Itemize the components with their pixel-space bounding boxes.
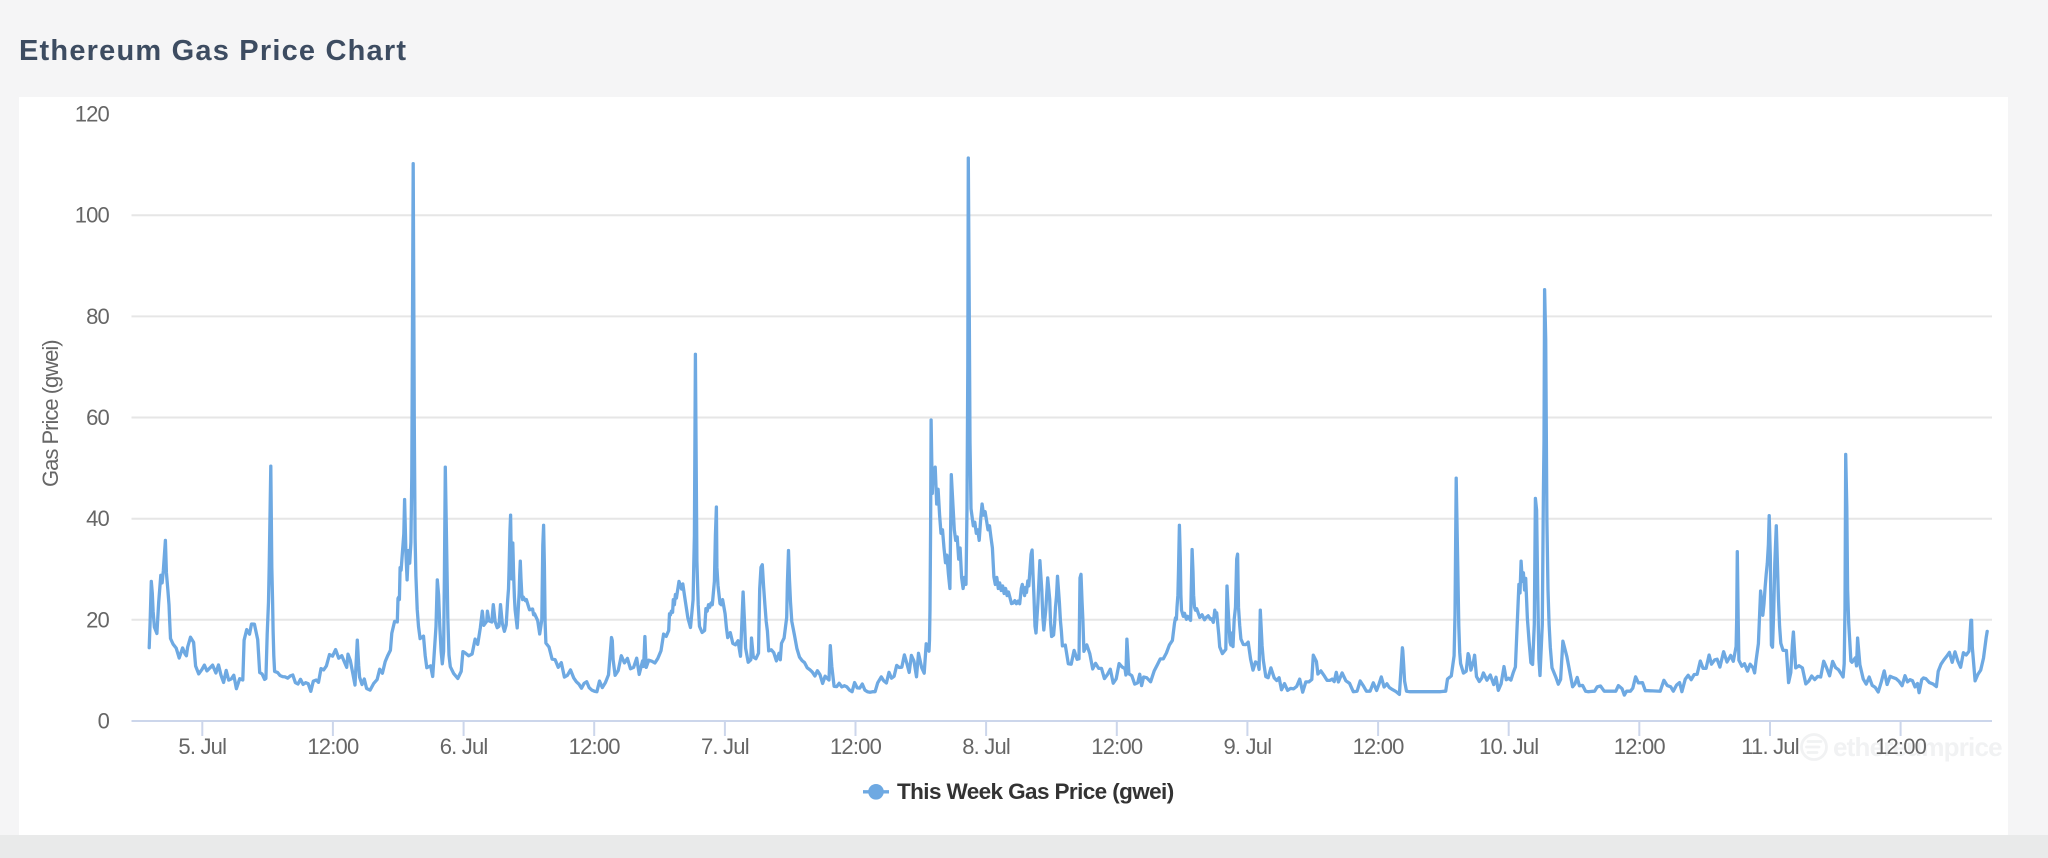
svg-text:40: 40 (86, 506, 109, 531)
svg-text:Gas Price (gwei): Gas Price (gwei) (38, 340, 63, 487)
svg-text:7. Jul: 7. Jul (701, 734, 749, 759)
svg-text:12:00: 12:00 (1614, 734, 1666, 759)
svg-text:ethereumprice: ethereumprice (1833, 732, 2002, 762)
svg-text:8. Jul: 8. Jul (962, 734, 1010, 759)
svg-text:100: 100 (75, 203, 110, 228)
svg-text:12:00: 12:00 (1353, 734, 1405, 759)
svg-text:12:00: 12:00 (1091, 734, 1143, 759)
svg-text:10. Jul: 10. Jul (1479, 734, 1538, 759)
svg-text:12:00: 12:00 (830, 734, 882, 759)
svg-text:5. Jul: 5. Jul (178, 734, 226, 759)
svg-text:12:00: 12:00 (307, 734, 359, 759)
svg-text:20: 20 (86, 607, 109, 632)
svg-text:60: 60 (86, 405, 109, 430)
svg-text:6. Jul: 6. Jul (440, 734, 488, 759)
svg-text:This Week Gas Price (gwei): This Week Gas Price (gwei) (897, 779, 1174, 804)
svg-text:12:00: 12:00 (1875, 734, 1927, 759)
svg-text:0: 0 (98, 709, 110, 734)
svg-text:11. Jul: 11. Jul (1741, 734, 1799, 759)
svg-text:12:00: 12:00 (569, 734, 621, 759)
svg-text:9. Jul: 9. Jul (1224, 734, 1272, 759)
svg-text:80: 80 (86, 304, 109, 329)
svg-text:120: 120 (75, 102, 110, 127)
